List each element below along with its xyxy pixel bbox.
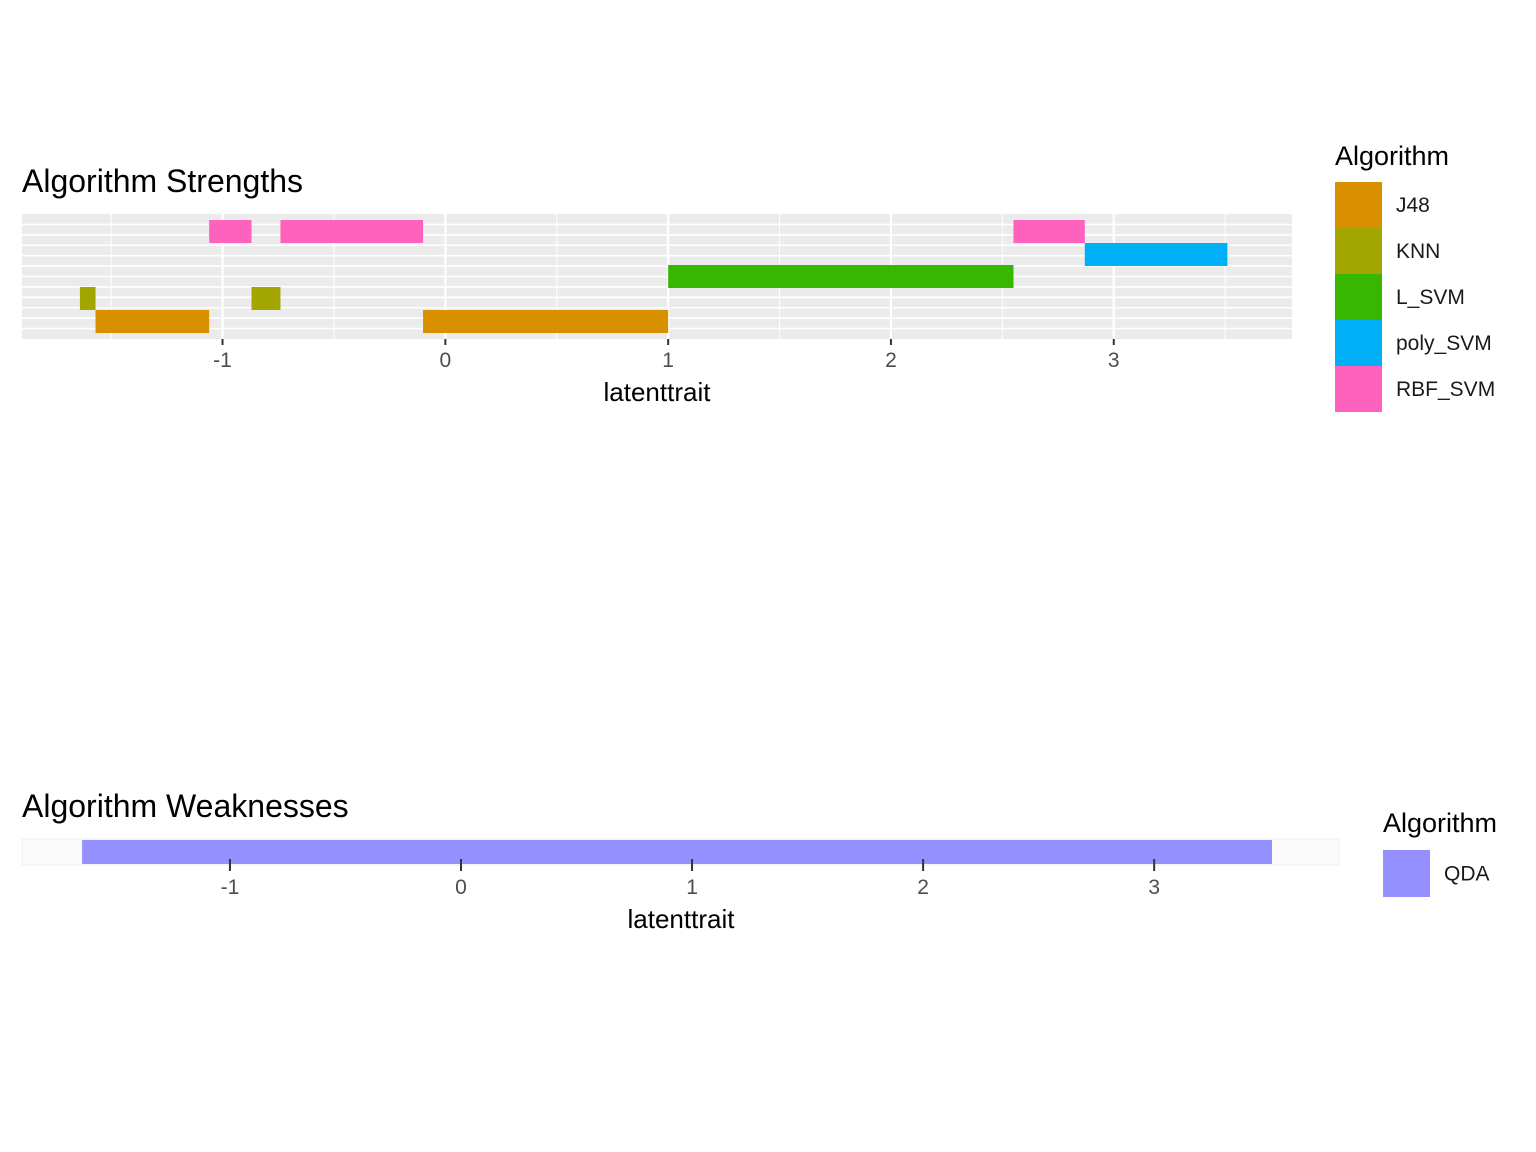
bar-segment-J48 [95,310,210,333]
weaknesses-x-ticks: -1 0 1 2 3 [221,859,1160,899]
x-tick-label: 3 [1108,349,1120,372]
legend-key-KNN [1335,228,1382,274]
legend-label-QDA: QDA [1444,863,1490,886]
strengths-legend-items: J48 KNN L_SVM poly_SVM RBF_SVM [1335,182,1495,412]
strengths-legend-title: Algorithm [1335,141,1449,171]
legend-label-L_SVM: L_SVM [1396,286,1465,309]
x-tick-label: 1 [686,876,698,899]
bar-segment-RBF_SVM [280,220,424,243]
legend-key-poly_SVM [1335,320,1382,366]
weaknesses-bars [82,840,1272,864]
bar-segment-RBF_SVM [1013,220,1085,243]
legend-label-KNN: KNN [1396,240,1440,263]
x-tick-label: 1 [662,349,674,372]
strengths-bars [79,220,1228,333]
strengths-legend: Algorithm J48 KNN L_SVM poly_SVM RBF_SVM [1335,141,1495,412]
x-tick-label: 2 [917,876,929,899]
weaknesses-panel: Algorithm Weaknesses -1 0 1 2 3 latenttrait … [21,788,1497,934]
weaknesses-legend: Algorithm QDA [1383,808,1497,897]
weaknesses-legend-title: Algorithm [1383,808,1497,838]
legend-label-RBF_SVM: RBF_SVM [1396,378,1495,401]
bar-segment-KNN [251,287,281,310]
legend-key-RBF_SVM [1335,366,1382,412]
weaknesses-x-axis-title: latenttrait [628,904,736,934]
bar-segment-QDA [82,840,1272,864]
x-tick-label: 0 [439,349,451,372]
bar-segment-J48 [423,310,669,333]
x-tick-label: -1 [213,349,232,372]
legend-key-L_SVM [1335,274,1382,320]
strengths-x-axis-title: latenttrait [604,377,712,407]
strengths-panel: Algorithm Strengths -1 0 1 2 3 latenttrait A… [22,141,1495,412]
x-tick-label: 2 [885,349,897,372]
x-tick-label: 3 [1148,876,1160,899]
x-tick-label: -1 [221,876,240,899]
legend-key-J48 [1335,182,1382,228]
weaknesses-legend-items: QDA [1383,850,1490,897]
strengths-title: Algorithm Strengths [22,163,303,199]
x-tick-label: 0 [455,876,467,899]
bar-segment-KNN [79,287,96,310]
legend-label-J48: J48 [1396,194,1430,217]
legend-key-QDA [1383,850,1430,897]
bar-segment-poly_SVM [1084,243,1228,266]
strengths-x-ticks: -1 0 1 2 3 [213,339,1120,372]
bar-segment-L_SVM [668,265,1014,288]
legend-label-poly_SVM: poly_SVM [1396,332,1492,355]
weaknesses-title: Algorithm Weaknesses [22,788,349,824]
bar-segment-RBF_SVM [209,220,252,243]
